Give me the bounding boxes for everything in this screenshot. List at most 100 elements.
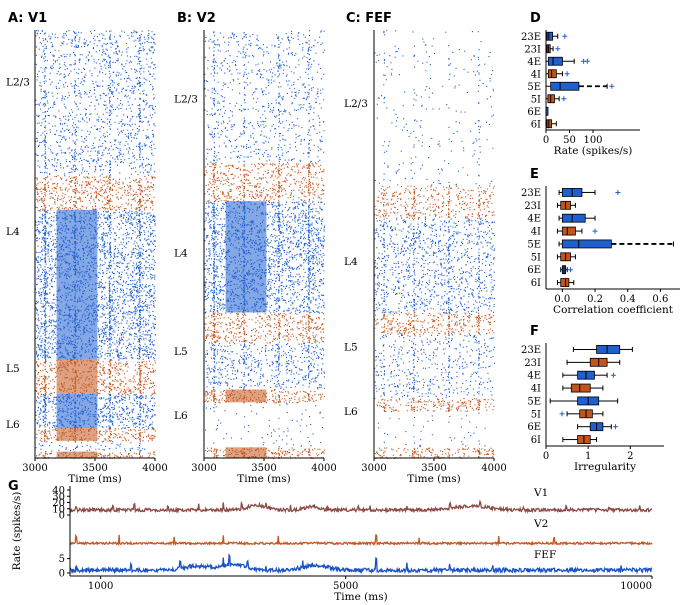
box-5E: [550, 81, 580, 91]
outlier-point: [559, 411, 565, 417]
raster-panel-A: A: V1 L2/3 L4 L5 L6 3000 3500 4000 Time (ms): [6, 11, 168, 485]
box-4E: [561, 213, 586, 223]
box-23E: [546, 31, 553, 41]
spike-path: [205, 402, 324, 448]
spike-band-4I: [35, 359, 157, 395]
panel-title: A: V1: [8, 11, 47, 26]
series-line-FEF: [69, 553, 653, 575]
category-label: 4E: [527, 371, 541, 382]
outlier-point: [564, 71, 570, 77]
spike-dots: [374, 30, 496, 460]
box-6I: [560, 278, 570, 287]
dense-spike-block: [56, 393, 98, 429]
spike-path: [204, 312, 325, 344]
spike-path: [204, 162, 325, 203]
box-4E: [547, 56, 563, 66]
x-tick-label: 4000: [481, 463, 506, 474]
layer-label: L6: [344, 406, 358, 418]
spike-path: [374, 334, 496, 400]
spike-path: [204, 30, 325, 164]
y-axis-label: Rate (spikes/s): [11, 492, 23, 571]
spike-band-6E: [377, 411, 486, 448]
category-label: 23E: [521, 345, 541, 356]
box-5E: [561, 239, 612, 249]
x-tick-label: 4000: [142, 463, 167, 474]
layer-label: L5: [174, 346, 188, 358]
layer-label: L6: [174, 410, 188, 422]
spike-band-6E: [35, 440, 155, 453]
outlier-point: [555, 46, 561, 52]
category-label: 23I: [524, 358, 541, 369]
category-label: 5E: [527, 239, 541, 250]
spike-dots: [204, 30, 325, 460]
spike-path: [374, 218, 496, 314]
series-line-V1: [69, 499, 653, 514]
series-label: V2: [533, 518, 548, 530]
spike-band-6I: [374, 447, 495, 460]
spike-path: [36, 428, 156, 442]
spike-band-5I: [376, 398, 495, 412]
layer-label: L2/3: [344, 98, 368, 110]
dense-spike-block: [56, 428, 98, 441]
box-4I: [561, 226, 576, 236]
layer-label: L5: [6, 363, 20, 375]
x-axis-label: Time (ms): [334, 591, 387, 603]
spike-band-23I: [374, 184, 495, 219]
y-tick-label: 30: [52, 492, 65, 503]
y-tick-label: 10: [52, 504, 65, 515]
spike-band-4E: [35, 209, 157, 361]
spike-band-6I: [205, 447, 325, 460]
category-label: 23E: [521, 188, 541, 199]
spike-band-5E: [205, 342, 325, 391]
spike-path: [374, 184, 495, 219]
category-label: 5I: [531, 94, 541, 105]
spike-path: [35, 30, 156, 177]
spike-path: [374, 30, 495, 185]
x-tick-label: 3500: [251, 463, 276, 474]
spike-path: [374, 447, 495, 460]
spike-path: [204, 389, 325, 404]
category-label: 6E: [527, 107, 541, 118]
x-tick-label: 3000: [191, 463, 216, 474]
x-tick-label: 3500: [82, 463, 107, 474]
series-label: V1: [533, 487, 548, 499]
panel-title: G: [8, 479, 19, 494]
dense-spike-block: [56, 451, 98, 458]
outlier-point: [584, 58, 590, 64]
dense-spike-block: [56, 359, 98, 394]
x-axis-label: Rate (spikes/s): [554, 145, 633, 157]
category-label: 23I: [524, 201, 541, 212]
spike-band-23I: [35, 175, 156, 211]
category-label: 6E: [527, 265, 541, 276]
outlier-point: [610, 372, 616, 378]
x-tick-label: 3500: [421, 463, 446, 474]
category-label: 4E: [527, 57, 541, 68]
x-axis-label: Correlation coefficient: [553, 304, 674, 316]
layer-label: L4: [344, 256, 358, 268]
x-tick-label: 1: [585, 451, 591, 462]
panel-title: D: [530, 11, 541, 26]
box-4I: [570, 383, 591, 393]
spike-path: [35, 175, 156, 211]
spike-path: [377, 411, 486, 448]
outlier-point: [592, 228, 598, 234]
spike-dots: [35, 30, 157, 460]
x-tick-label: 5000: [333, 581, 358, 592]
category-label: 6E: [527, 422, 541, 433]
spike-band-5E: [374, 334, 496, 400]
x-tick-label: 1000: [88, 581, 113, 592]
category-label: 5I: [531, 252, 541, 263]
dense-spike-block: [225, 447, 267, 458]
spike-band-4E: [204, 201, 325, 314]
y-tick-label: 0: [59, 569, 65, 580]
spike-band-23E: [204, 30, 325, 164]
x-tick-label: 0: [543, 135, 549, 146]
y-tick-label: 20: [52, 498, 65, 509]
y-tick-label: 40: [52, 486, 65, 497]
spike-path: [205, 342, 325, 391]
category-label: 4I: [531, 69, 541, 80]
category-label: 5I: [531, 409, 541, 420]
spike-band-23E: [374, 30, 495, 185]
